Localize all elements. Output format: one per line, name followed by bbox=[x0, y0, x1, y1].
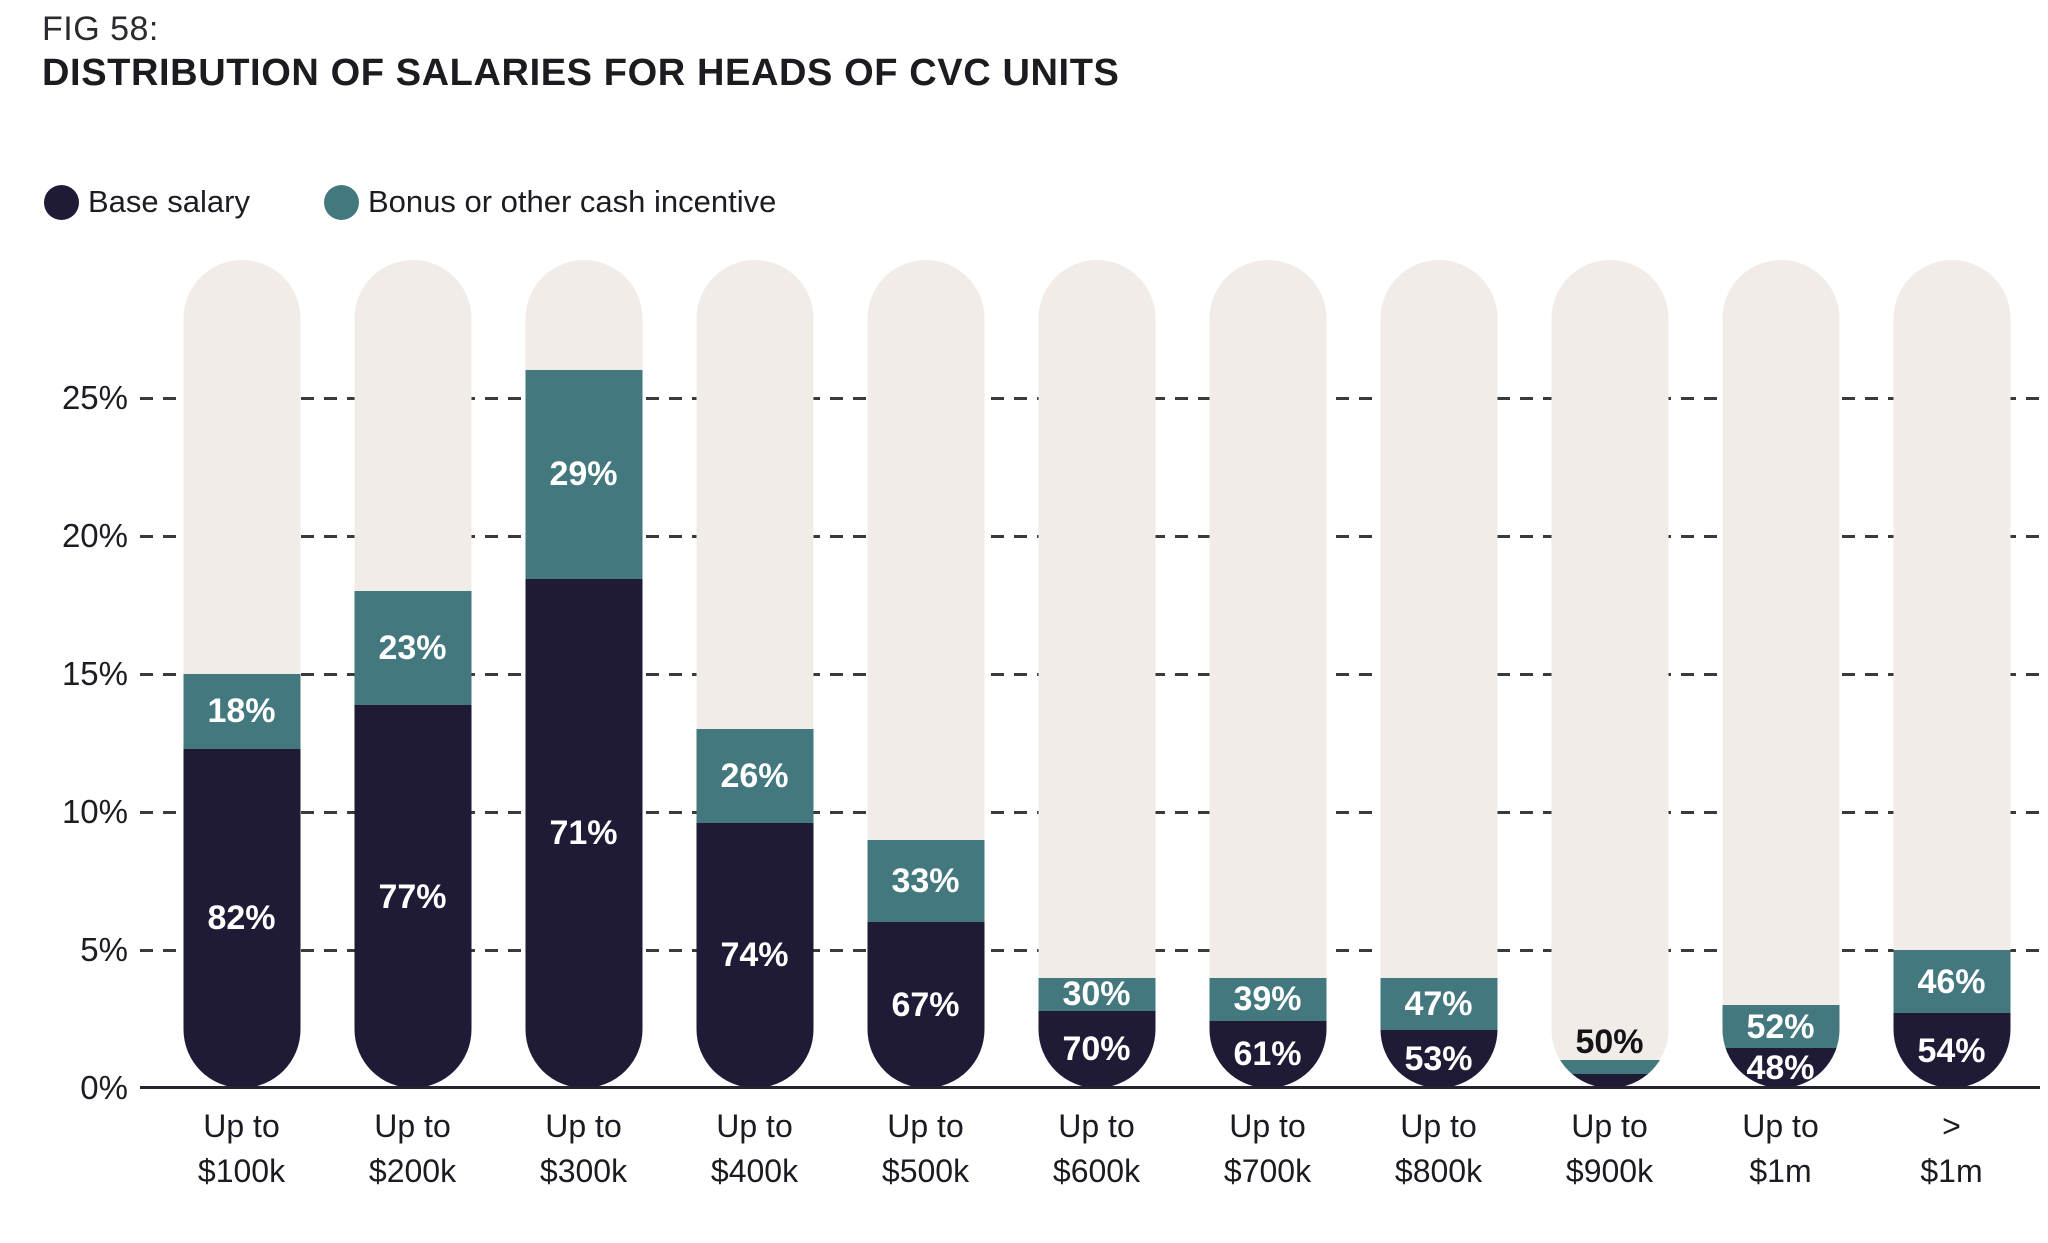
bar-value-label: 26% bbox=[720, 756, 789, 795]
bar-track: 67% 33% bbox=[867, 260, 984, 1088]
plot-area: 82% 18% Up to $100k 77% 23% Up to $200k 71% 29% Up… bbox=[156, 260, 2037, 1189]
base-salary-segment bbox=[183, 748, 300, 1088]
base-salary-segment bbox=[354, 705, 471, 1088]
legend-label: Bonus or other cash incentive bbox=[367, 184, 777, 219]
bonus-segment bbox=[354, 591, 471, 706]
bar-value-label: 29% bbox=[549, 455, 618, 494]
bonus-segment bbox=[525, 370, 642, 579]
bar-value-label: 82% bbox=[207, 899, 276, 938]
bonus-segment bbox=[1893, 950, 2010, 1014]
figure-number: FIG 58: bbox=[42, 10, 159, 48]
bar-value-label: 23% bbox=[378, 629, 447, 668]
y-axis-tick-label: 5% bbox=[80, 931, 128, 968]
x-axis-category-label: Up to $900k bbox=[1565, 1108, 1654, 1189]
bar-track: 53% 47% bbox=[1380, 260, 1497, 1088]
bar-value-label: 46% bbox=[1917, 962, 1986, 1001]
bar-column: 54% 46% > $1m bbox=[1866, 260, 2037, 1189]
y-axis-tick-label: 25% bbox=[61, 379, 128, 416]
legend-item-bonus: Bonus or other cash incentive bbox=[323, 184, 777, 220]
bar-value-label: 67% bbox=[891, 985, 960, 1024]
x-axis-category-label: Up to $200k bbox=[368, 1108, 457, 1189]
page-title: DISTRIBUTION OF SALARIES FOR HEADS OF CV… bbox=[42, 52, 1120, 94]
bar-column: 67% 33% Up to $500k bbox=[840, 260, 1011, 1189]
bar-value-label: 54% bbox=[1917, 1031, 1986, 1070]
base-salary-segment bbox=[525, 578, 642, 1088]
bar-column: 77% 23% Up to $200k bbox=[327, 260, 498, 1189]
bar-value-label: 48% bbox=[1746, 1049, 1815, 1088]
bonus-segment bbox=[867, 839, 984, 922]
bonus-segment bbox=[1038, 977, 1155, 1011]
x-axis-category-label: Up to $600k bbox=[1052, 1108, 1141, 1189]
bar-track: 61% 39% bbox=[1209, 260, 1326, 1088]
bonus-segment bbox=[1380, 977, 1497, 1030]
legend-item-base-salary: Base salary bbox=[44, 184, 250, 220]
x-axis-category-label: Up to $500k bbox=[881, 1108, 970, 1189]
bonus-segment bbox=[1551, 1060, 1668, 1075]
base-salary-segment bbox=[1893, 1013, 2010, 1088]
bar-column: 61% 39% Up to $700k bbox=[1182, 260, 1353, 1189]
y-axis-tick-label: 15% bbox=[61, 655, 128, 692]
bar-value-label: 70% bbox=[1062, 1030, 1131, 1069]
bonus-segment bbox=[1722, 1005, 1839, 1049]
bar-track: 82% 18% bbox=[183, 260, 300, 1088]
legend-label: Base salary bbox=[88, 184, 250, 219]
bar-track: 54% 46% bbox=[1893, 260, 2010, 1088]
bonus-segment bbox=[1209, 977, 1326, 1021]
y-axis-tick-label: 20% bbox=[61, 517, 128, 554]
bar-column: 48% 52% Up to $1m bbox=[1695, 260, 1866, 1189]
base-salary-swatch-icon bbox=[44, 184, 79, 220]
bar-value-label: 33% bbox=[891, 861, 960, 900]
bar-value-label: 77% bbox=[378, 877, 447, 916]
bar-track: 50% bbox=[1551, 260, 1668, 1088]
x-axis-category-label: Up to $1m bbox=[1742, 1108, 1819, 1189]
base-salary-segment bbox=[1038, 1010, 1155, 1088]
bar-track: 70% 30% bbox=[1038, 260, 1155, 1088]
bar-value-label: 30% bbox=[1062, 975, 1131, 1014]
bar-value-label: 61% bbox=[1233, 1035, 1302, 1074]
bar-column: 71% 29% Up to $300k bbox=[498, 260, 669, 1189]
base-salary-segment bbox=[1209, 1020, 1326, 1088]
base-salary-segment bbox=[867, 921, 984, 1088]
bar-value-label: 18% bbox=[207, 692, 276, 731]
bar-value-label: 47% bbox=[1404, 984, 1473, 1023]
x-axis-category-label: Up to $400k bbox=[710, 1108, 799, 1189]
x-axis-category-label: Up to $700k bbox=[1223, 1108, 1312, 1189]
bonus-segment bbox=[183, 674, 300, 749]
y-axis-tick-label: 10% bbox=[61, 793, 128, 830]
bonus-segment bbox=[696, 729, 813, 823]
base-salary-segment bbox=[1551, 1074, 1668, 1088]
x-axis-category-label: > $1m bbox=[1920, 1108, 1983, 1189]
bar-column: 53% 47% Up to $800k bbox=[1353, 260, 1524, 1189]
bonus-swatch-icon bbox=[323, 184, 359, 220]
bar-column: 74% 26% Up to $400k bbox=[669, 260, 840, 1189]
base-salary-segment bbox=[1380, 1029, 1497, 1088]
bar-column: 70% 30% Up to $600k bbox=[1011, 260, 1182, 1189]
bar-track: 74% 26% bbox=[696, 260, 813, 1088]
x-axis-category-label: Up to $800k bbox=[1394, 1108, 1483, 1189]
bar-value-label-outside: 50% bbox=[1575, 1023, 1644, 1062]
bar-track: 77% 23% bbox=[354, 260, 471, 1088]
bar-value-label: 39% bbox=[1233, 980, 1302, 1019]
bar-column: 82% 18% Up to $100k bbox=[156, 260, 327, 1189]
bar-value-label: 52% bbox=[1746, 1007, 1815, 1046]
bar-value-label: 53% bbox=[1404, 1039, 1473, 1078]
y-axis-tick-label: 0% bbox=[80, 1069, 128, 1106]
legend: Base salary Bonus or other cash incentiv… bbox=[44, 184, 776, 220]
bar-track: 71% 29% bbox=[525, 260, 642, 1088]
bar-value-label: 74% bbox=[720, 936, 789, 975]
bar-column: 50% Up to $900k bbox=[1524, 260, 1695, 1189]
bar-value-label: 71% bbox=[549, 814, 618, 853]
x-axis-category-label: Up to $100k bbox=[197, 1108, 286, 1189]
base-salary-segment bbox=[696, 822, 813, 1088]
x-axis-line bbox=[140, 1086, 2040, 1089]
bar-track: 48% 52% bbox=[1722, 260, 1839, 1088]
base-salary-segment bbox=[1722, 1048, 1839, 1088]
x-axis-category-label: Up to $300k bbox=[539, 1108, 628, 1189]
